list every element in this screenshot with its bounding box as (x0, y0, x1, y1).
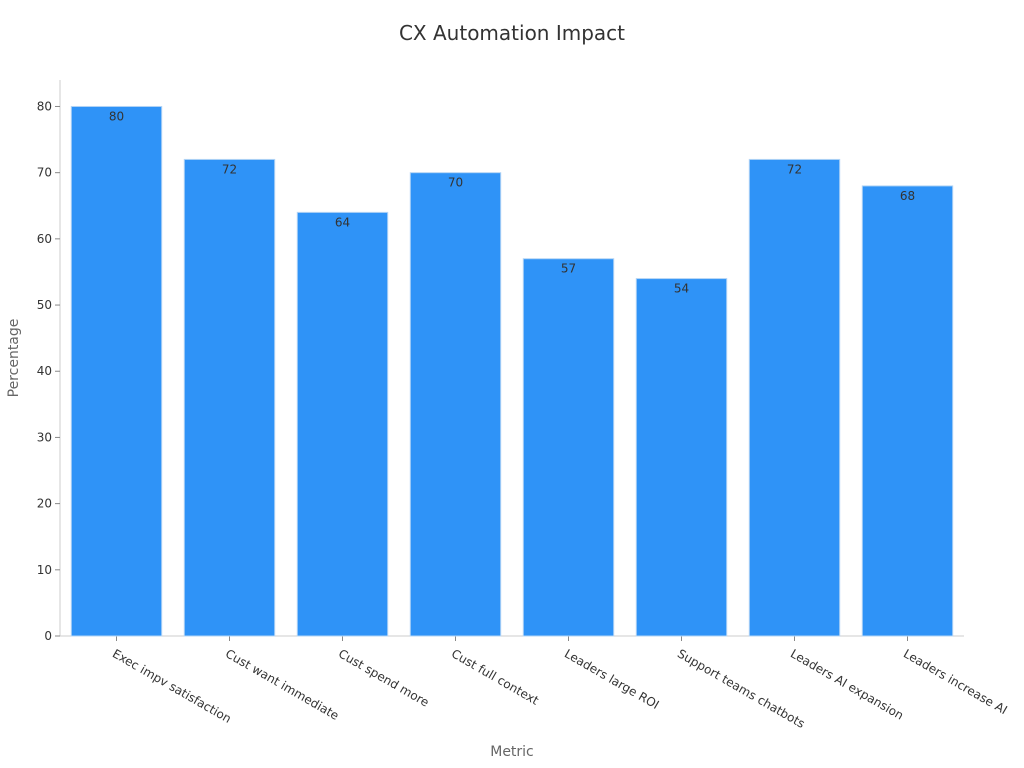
bar-value-label: 70 (448, 176, 463, 190)
y-tick-label: 80 (37, 99, 52, 113)
bar (748, 158, 841, 637)
bar-value-label: 72 (222, 162, 237, 176)
y-tick-label: 10 (37, 563, 52, 577)
chart-title: CX Automation Impact (399, 21, 625, 45)
x-tick-label: Leaders large ROI (562, 646, 661, 712)
x-tick-label: Exec impv satisfaction (110, 646, 234, 725)
bar (296, 211, 389, 637)
x-axis-title: Metric (490, 744, 534, 760)
x-tick-label: Leaders AI expansion (788, 646, 906, 722)
bar (635, 278, 728, 637)
x-tick-label: Support teams chatbots (675, 646, 807, 730)
bar-value-label: 68 (900, 189, 915, 203)
x-tick-label: Cust want immediate (223, 646, 341, 722)
bars (70, 105, 954, 637)
y-tick-label: 60 (37, 232, 52, 246)
bar (70, 105, 163, 637)
bar (409, 172, 502, 637)
bar (522, 258, 615, 637)
y-tick-label: 0 (44, 629, 52, 643)
y-tick-label: 50 (37, 298, 52, 312)
bar-value-label: 80 (109, 109, 124, 123)
bar-value-label: 57 (561, 262, 576, 276)
bar-value-label: 72 (787, 162, 802, 176)
y-tick-label: 30 (37, 430, 52, 444)
data-labels: 80 72 64 70 57 54 72 68 (109, 109, 915, 295)
bar-value-label: 54 (674, 282, 689, 296)
y-tick-label: 40 (37, 364, 52, 378)
y-tick-label: 20 (37, 497, 52, 511)
bar (861, 185, 954, 637)
y-axis-title: Percentage (6, 319, 22, 398)
y-axis: 0 10 20 30 40 50 60 70 80 (37, 80, 61, 643)
x-tick-label: Cust spend more (336, 646, 431, 709)
bar (183, 158, 276, 637)
y-tick-label: 70 (37, 166, 52, 180)
bar-value-label: 64 (335, 215, 350, 229)
x-tick-label: Leaders increase AI (901, 646, 1010, 717)
x-tick-label: Cust full context (449, 646, 541, 707)
